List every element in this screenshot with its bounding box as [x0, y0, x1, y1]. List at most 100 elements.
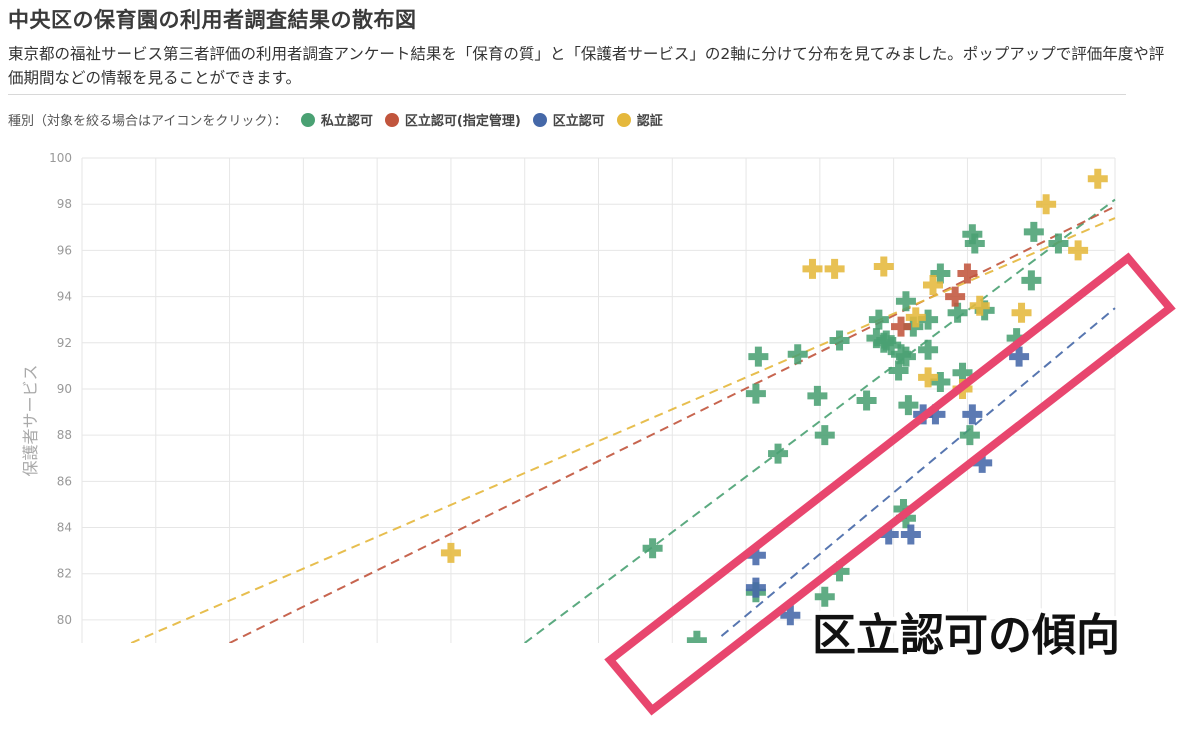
data-point: [802, 258, 823, 279]
plus-marker-icon: [964, 233, 985, 254]
data-point: [868, 309, 889, 330]
legend: 種別（対象を絞る場合はアイコンをクリック）： 私立認可 区立認可(指定管理) 区…: [8, 110, 675, 129]
plus-marker-icon: [1068, 240, 1089, 261]
data-point: [856, 390, 877, 411]
data-point: [873, 256, 894, 277]
plus-marker-icon: [856, 390, 877, 411]
gridlines: [81, 157, 1116, 643]
plus-marker-icon: [780, 605, 801, 626]
data-point: [895, 346, 916, 367]
y-tick-label: 84: [57, 521, 72, 535]
legend-dot-icon: [616, 112, 631, 127]
data-point: [922, 275, 943, 296]
page-description: 東京都の福祉サービス第三者評価の利用者調査アンケート結果を「保育の質」と「保護者…: [8, 45, 1165, 87]
data-point: [881, 335, 902, 356]
data-point: [905, 307, 926, 328]
page-title: 中央区の保育園の利用者調査結果の散布図: [8, 8, 417, 32]
data-point: [1009, 346, 1030, 367]
legend-dot-icon: [532, 112, 547, 127]
plus-marker-icon: [959, 425, 980, 446]
plus-marker-icon: [925, 404, 946, 425]
data-point: [891, 316, 912, 337]
data-point: [895, 508, 916, 529]
data-point: [642, 538, 663, 559]
plus-marker-icon: [768, 443, 789, 464]
data-point: [918, 309, 939, 330]
trend-line: [720, 307, 1116, 637]
legend-dot-icon: [300, 112, 315, 127]
trend-line: [524, 198, 1116, 643]
data-point: [972, 452, 993, 473]
y-tick-label: 80: [57, 613, 72, 627]
data-point: [787, 344, 808, 365]
data-point: [974, 300, 995, 321]
plus-marker-icon: [814, 586, 835, 607]
y-tick-label: 98: [57, 197, 72, 211]
data-point: [918, 339, 939, 360]
plus-marker-icon: [905, 307, 926, 328]
data-point: [945, 286, 966, 307]
data-point: [1068, 240, 1089, 261]
plus-marker-icon: [952, 362, 973, 383]
data-point: [947, 302, 968, 323]
plus-marker-icon: [1009, 346, 1030, 367]
trend-line: [130, 217, 1116, 643]
data-point: [768, 443, 789, 464]
data-point: [745, 383, 766, 404]
plus-marker-icon: [876, 330, 897, 351]
data-point: [829, 330, 850, 351]
plus-marker-icon: [900, 524, 921, 545]
plus-marker-icon: [895, 508, 916, 529]
data-point: [959, 425, 980, 446]
plus-marker-icon: [888, 360, 909, 381]
plus-marker-icon: [930, 372, 951, 393]
plus-marker-icon: [745, 545, 766, 566]
plus-marker-icon: [891, 316, 912, 337]
data-point: [1011, 302, 1032, 323]
plus-marker-icon: [918, 367, 939, 388]
plus-marker-icon: [962, 404, 983, 425]
plus-marker-icon: [642, 538, 663, 559]
y-tick-label: 82: [57, 567, 72, 581]
plus-marker-icon: [895, 346, 916, 367]
plus-marker-icon: [957, 263, 978, 284]
legend-prompt: 種別（対象を絞る場合はアイコンをクリック）：: [8, 114, 287, 129]
data-point: [969, 295, 990, 316]
plus-marker-icon: [881, 335, 902, 356]
data-point: [876, 330, 897, 351]
callout: 区立認可の傾向: [604, 252, 1176, 716]
plus-marker-icon: [918, 309, 939, 330]
legend-item-ward-designated[interactable]: 区立認可(指定管理): [384, 110, 521, 129]
plus-marker-icon: [945, 286, 966, 307]
plus-marker-icon: [1023, 221, 1044, 242]
data-point: [814, 586, 835, 607]
plus-marker-icon: [878, 524, 899, 545]
plus-marker-icon: [745, 577, 766, 598]
plus-marker-icon: [787, 344, 808, 365]
data-point: [957, 263, 978, 284]
legend-item-ward[interactable]: 区立認可: [532, 110, 605, 129]
data-point: [1021, 270, 1042, 291]
data-point: [1006, 328, 1027, 349]
divider: [8, 94, 1126, 95]
plus-marker-icon: [802, 258, 823, 279]
y-tick-label: 96: [57, 243, 72, 257]
plus-marker-icon: [440, 542, 461, 563]
legend-dot-icon: [384, 112, 399, 127]
y-tick-label: 88: [57, 428, 72, 442]
plus-marker-icon: [922, 275, 943, 296]
data-point: [686, 630, 707, 643]
data-point: [930, 372, 951, 393]
data-point: [930, 263, 951, 284]
legend-item-private[interactable]: 私立認可: [300, 110, 373, 129]
y-tick-label: 94: [57, 290, 72, 304]
plus-marker-icon: [829, 330, 850, 351]
plus-marker-icon: [1048, 233, 1069, 254]
legend-item-certified[interactable]: 認証: [616, 110, 663, 129]
data-point: [745, 545, 766, 566]
data-point: [925, 404, 946, 425]
data-point: [440, 542, 461, 563]
y-tick-label: 86: [57, 474, 72, 488]
plus-marker-icon: [969, 295, 990, 316]
